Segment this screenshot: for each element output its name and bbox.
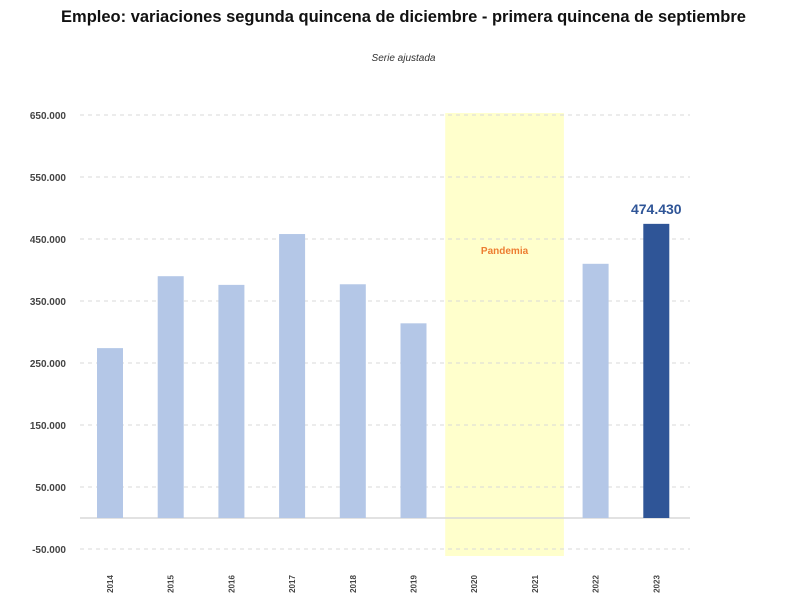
bar-2014 bbox=[97, 348, 123, 518]
x-tick-label: 2021 bbox=[531, 575, 540, 593]
y-tick-label: 350.000 bbox=[30, 297, 67, 308]
x-tick-label: 2016 bbox=[227, 575, 236, 593]
x-tick-label: 2015 bbox=[167, 575, 176, 593]
bar-2018 bbox=[339, 284, 366, 518]
y-tick-label: 550.000 bbox=[30, 173, 67, 184]
y-tick-label: 150.000 bbox=[30, 421, 67, 432]
x-tick-label: 2019 bbox=[410, 575, 419, 593]
pandemic-region bbox=[445, 113, 564, 556]
bar-2023 bbox=[643, 223, 670, 518]
bar-2022 bbox=[582, 263, 609, 518]
y-tick-label: 50.000 bbox=[35, 483, 66, 494]
x-tick-label: 2022 bbox=[592, 575, 601, 593]
bar-2019 bbox=[400, 323, 427, 518]
y-tick-label: 650.000 bbox=[30, 111, 67, 122]
y-tick-label: -50.000 bbox=[32, 545, 66, 556]
x-tick-label: 2023 bbox=[652, 575, 661, 593]
bar-2017 bbox=[279, 234, 306, 519]
x-tick-label: 2017 bbox=[288, 575, 297, 593]
chart-subtitle: Serie ajustada bbox=[371, 53, 436, 64]
bar-2016 bbox=[218, 284, 245, 518]
bar-2015 bbox=[157, 276, 184, 518]
x-tick-label: 2020 bbox=[470, 575, 479, 593]
pandemic-label: Pandemia bbox=[481, 246, 529, 257]
data-label-2023: 474.430 bbox=[631, 201, 682, 217]
chart-title: Empleo: variaciones segunda quincena de … bbox=[61, 8, 746, 26]
x-tick-label: 2014 bbox=[106, 575, 115, 593]
y-tick-label: 450.000 bbox=[30, 235, 67, 246]
x-tick-label: 2018 bbox=[349, 575, 358, 593]
y-tick-label: 250.000 bbox=[30, 359, 67, 370]
